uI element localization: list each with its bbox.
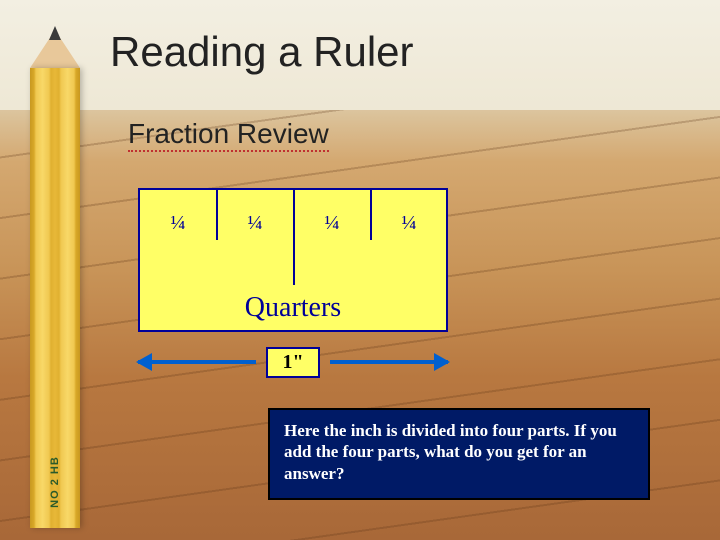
quarter-label: ¼ (171, 212, 186, 235)
ruler-box: ¼ ¼ ¼ ¼ Quarters (138, 188, 448, 332)
quarters-word: Quarters (140, 292, 446, 324)
pencil-body: NO 2 HB (30, 68, 80, 528)
arrow-right (330, 360, 448, 364)
quarter-label: ¼ (402, 212, 417, 235)
measure-row: 1" (138, 342, 448, 382)
inch-label: 1" (266, 347, 319, 378)
pencil-lead (49, 26, 61, 40)
pencil-tip (30, 30, 80, 68)
pencil-graphic: NO 2 HB (30, 30, 80, 540)
quarter-label: ¼ (248, 212, 263, 235)
ruler-tick (216, 190, 218, 240)
quarter-label: ¼ (325, 212, 340, 235)
arrow-left (138, 360, 256, 364)
question-callout: Here the inch is divided into four parts… (268, 408, 650, 500)
pencil-label: NO 2 HB (49, 456, 61, 508)
slide-subtitle: Fraction Review (128, 118, 329, 150)
ruler-tick (370, 190, 372, 240)
slide-title: Reading a Ruler (110, 28, 414, 76)
ruler-tick (293, 190, 295, 285)
ruler-diagram: ¼ ¼ ¼ ¼ Quarters 1" (138, 188, 458, 382)
